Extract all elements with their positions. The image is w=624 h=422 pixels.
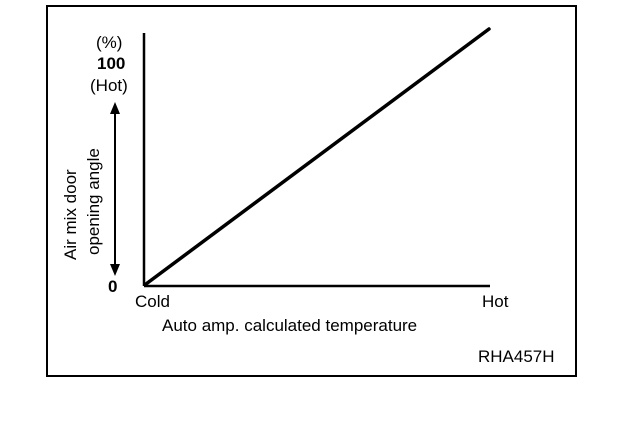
y-tick-0: 0 (108, 277, 117, 296)
series-line-0 (144, 27, 491, 286)
x-tick-hot: Hot (482, 292, 509, 311)
y-axis-label-line1: Air mix door (61, 169, 80, 260)
y-axis-label-line2: opening angle (84, 148, 103, 255)
y-unit-label: (%) (96, 33, 122, 52)
figure-code: RHA457H (478, 347, 555, 366)
y-range-arrow (110, 102, 120, 276)
series-layer (144, 27, 491, 286)
x-axis-label: Auto amp. calculated temperature (162, 316, 417, 335)
y-tick-100: 100 (97, 54, 125, 73)
chart-frame (46, 5, 577, 377)
x-tick-cold: Cold (135, 292, 170, 311)
y-tick-hot: (Hot) (90, 76, 128, 95)
